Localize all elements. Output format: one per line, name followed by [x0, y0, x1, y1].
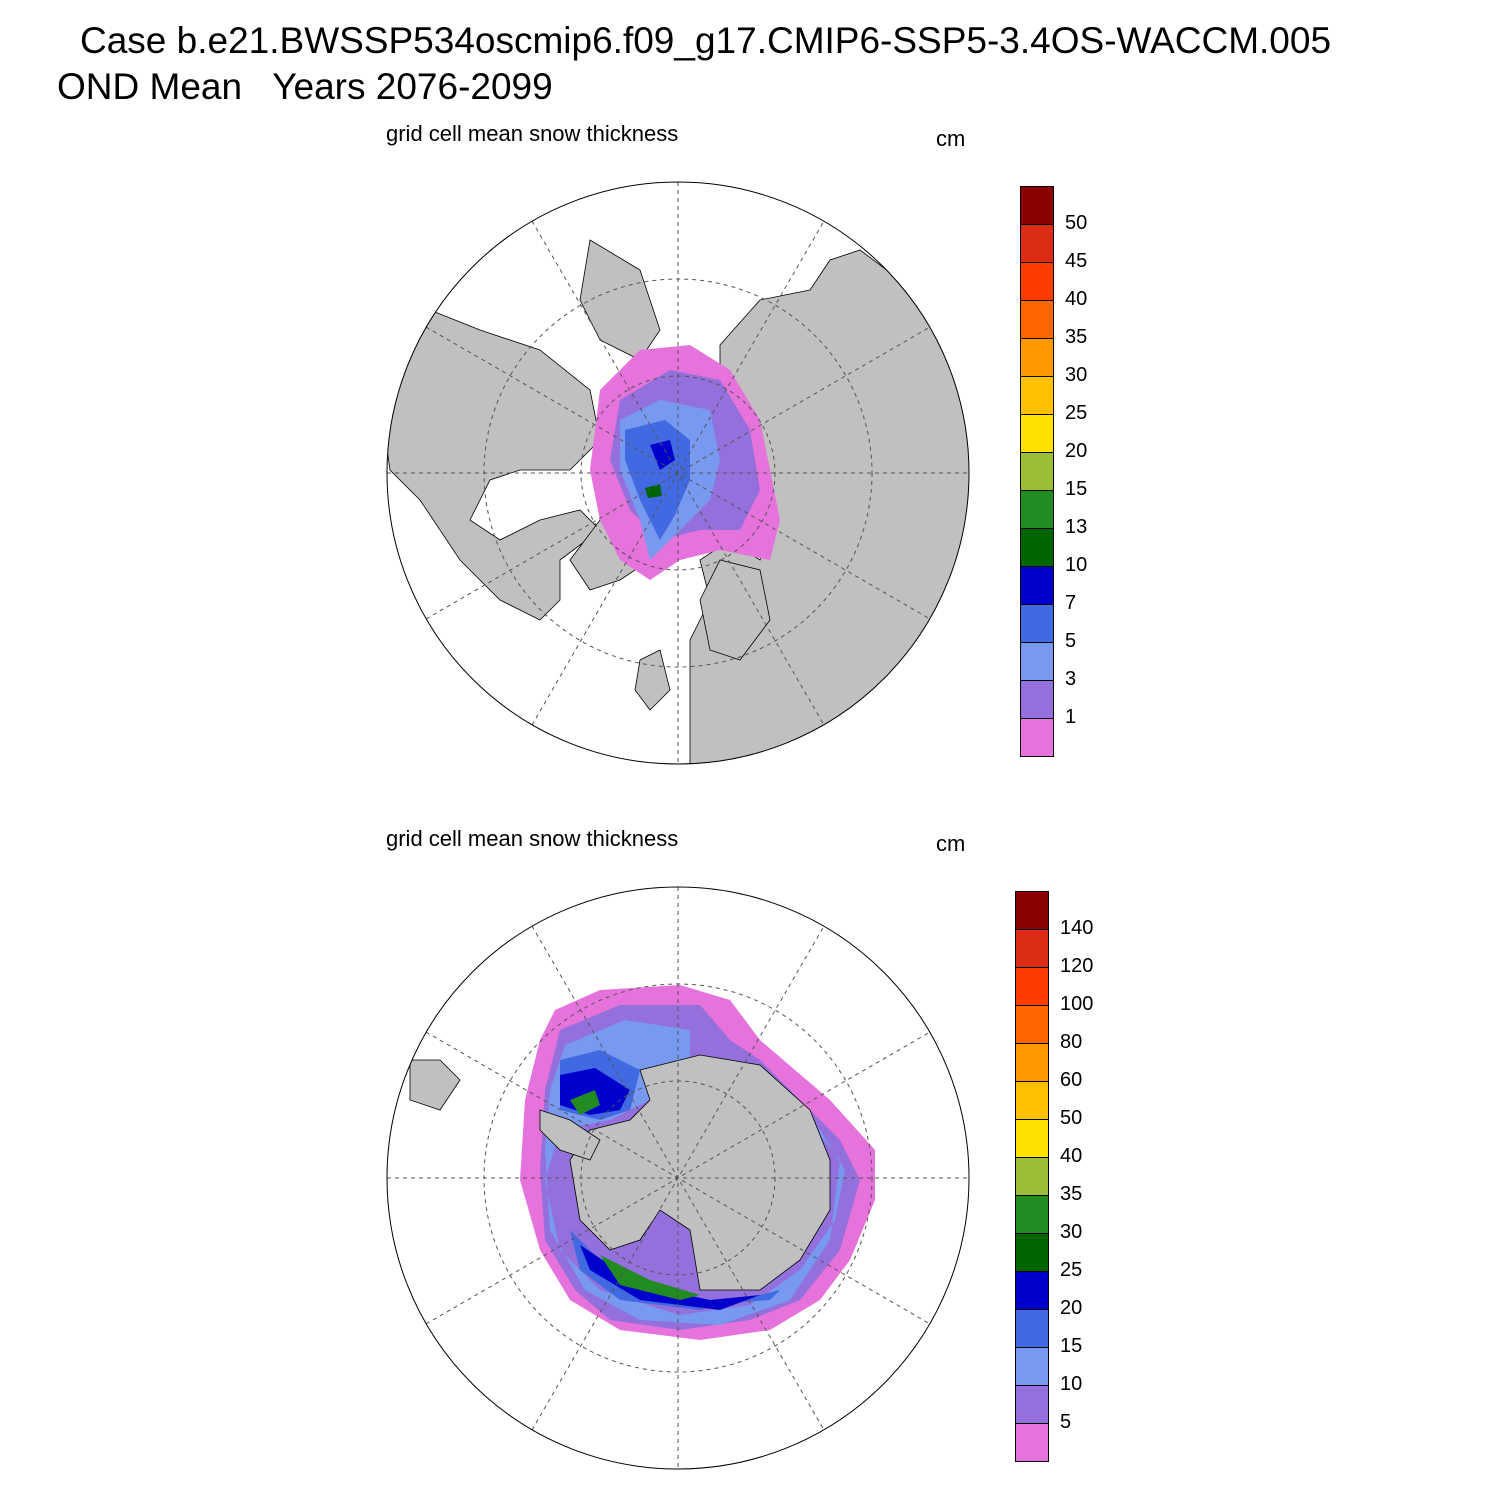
north-colorbar-label: 20 [1065, 440, 1088, 462]
south-colorbar-box [1015, 1385, 1049, 1424]
north-colorbar-box [1020, 642, 1054, 681]
south-colorbar-box [1015, 929, 1049, 968]
north-snow-band-4 [625, 420, 690, 540]
north-colorbar-box [1020, 338, 1054, 377]
south-snow-band-6 [570, 1090, 700, 1300]
figure-title-case: Case b.e21.BWSSP534oscmip6.f09_g17.CMIP6… [80, 20, 1332, 61]
south-panel-subtitle: grid cell mean snow thickness [386, 826, 679, 851]
north-colorbar-label: 45 [1065, 250, 1088, 272]
north-colorbar-box [1020, 262, 1054, 301]
north-colorbar-label: 50 [1065, 212, 1088, 234]
south-colorbar-label: 140 [1060, 917, 1094, 939]
south-colorbar-box [1015, 1005, 1049, 1044]
south-colorbar-label: 35 [1060, 1183, 1083, 1205]
south-colorbar-box [1015, 1195, 1049, 1234]
south-colorbar-label: 40 [1060, 1145, 1083, 1167]
north-colorbar-box [1020, 490, 1054, 529]
south-colorbar-box [1015, 891, 1049, 930]
south-colorbar-box [1015, 1233, 1049, 1272]
north-colorbar-label: 30 [1065, 364, 1088, 386]
south-snow-band-5 [560, 1068, 760, 1310]
south-polar-map [387, 887, 969, 1469]
south-colorbar-label: 25 [1060, 1259, 1083, 1281]
south-colorbar-box [1015, 1043, 1049, 1082]
north-colorbar-label: 3 [1065, 668, 1077, 690]
north-colorbar-label: 13 [1065, 516, 1088, 538]
south-land-antarctica [569, 1054, 831, 1291]
north-land-uk [634, 649, 671, 711]
south-colorbar-box [1015, 1157, 1049, 1196]
south-colorbar-box [1015, 1423, 1049, 1462]
south-land-south-america [409, 1059, 461, 1111]
north-snow-band-6 [645, 484, 662, 498]
north-colorbar-box [1020, 566, 1054, 605]
south-colorbar-label: 120 [1060, 955, 1094, 977]
north-colorbar-box [1020, 452, 1054, 491]
north-snow-band-5 [650, 440, 675, 470]
north-panel-subtitle: grid cell mean snow thickness [386, 121, 679, 146]
north-colorbar-label: 35 [1065, 326, 1088, 348]
north-colorbar-label: 10 [1065, 554, 1088, 576]
figure-title-period: OND Mean Years 2076-2099 [57, 66, 553, 107]
south-colorbar-label: 10 [1060, 1373, 1083, 1395]
north-colorbar-label: 40 [1065, 288, 1088, 310]
south-panel-units: cm [936, 831, 966, 856]
south-land-peninsula [539, 1109, 601, 1161]
north-colorbar-box [1020, 224, 1054, 263]
north-colorbar-box [1020, 300, 1054, 339]
south-colorbar-label: 80 [1060, 1031, 1083, 1053]
south-colorbar-box [1015, 1271, 1049, 1310]
north-colorbar-label: 7 [1065, 592, 1077, 614]
north-colorbar-box [1020, 604, 1054, 643]
north-colorbar-box [1020, 414, 1054, 453]
south-colorbar-label: 15 [1060, 1335, 1083, 1357]
north-colorbar-box [1020, 680, 1054, 719]
north-land-scandinavia [699, 559, 771, 661]
south-colorbar-box [1015, 1119, 1049, 1158]
north-land-america [387, 309, 601, 621]
north-colorbar-label: 25 [1065, 402, 1088, 424]
south-colorbar-box [1015, 967, 1049, 1006]
south-colorbar-box [1015, 1309, 1049, 1348]
north-colorbar-box [1020, 528, 1054, 567]
north-colorbar-label: 15 [1065, 478, 1088, 500]
south-colorbar-label: 30 [1060, 1221, 1083, 1243]
south-colorbar-box [1015, 1347, 1049, 1386]
north-colorbar-box [1020, 376, 1054, 415]
north-colorbar-label: 5 [1065, 630, 1077, 652]
south-colorbar-label: 100 [1060, 993, 1094, 1015]
north-colorbar-box [1020, 186, 1054, 225]
south-colorbar-label: 20 [1060, 1297, 1083, 1319]
north-colorbar-label: 1 [1065, 706, 1077, 728]
south-colorbar-label: 50 [1060, 1107, 1083, 1129]
north-panel-units: cm [936, 126, 966, 151]
south-colorbar-label: 5 [1060, 1411, 1072, 1433]
south-colorbar-label: 60 [1060, 1069, 1083, 1091]
south-colorbar-box [1015, 1081, 1049, 1120]
north-colorbar-box [1020, 718, 1054, 757]
